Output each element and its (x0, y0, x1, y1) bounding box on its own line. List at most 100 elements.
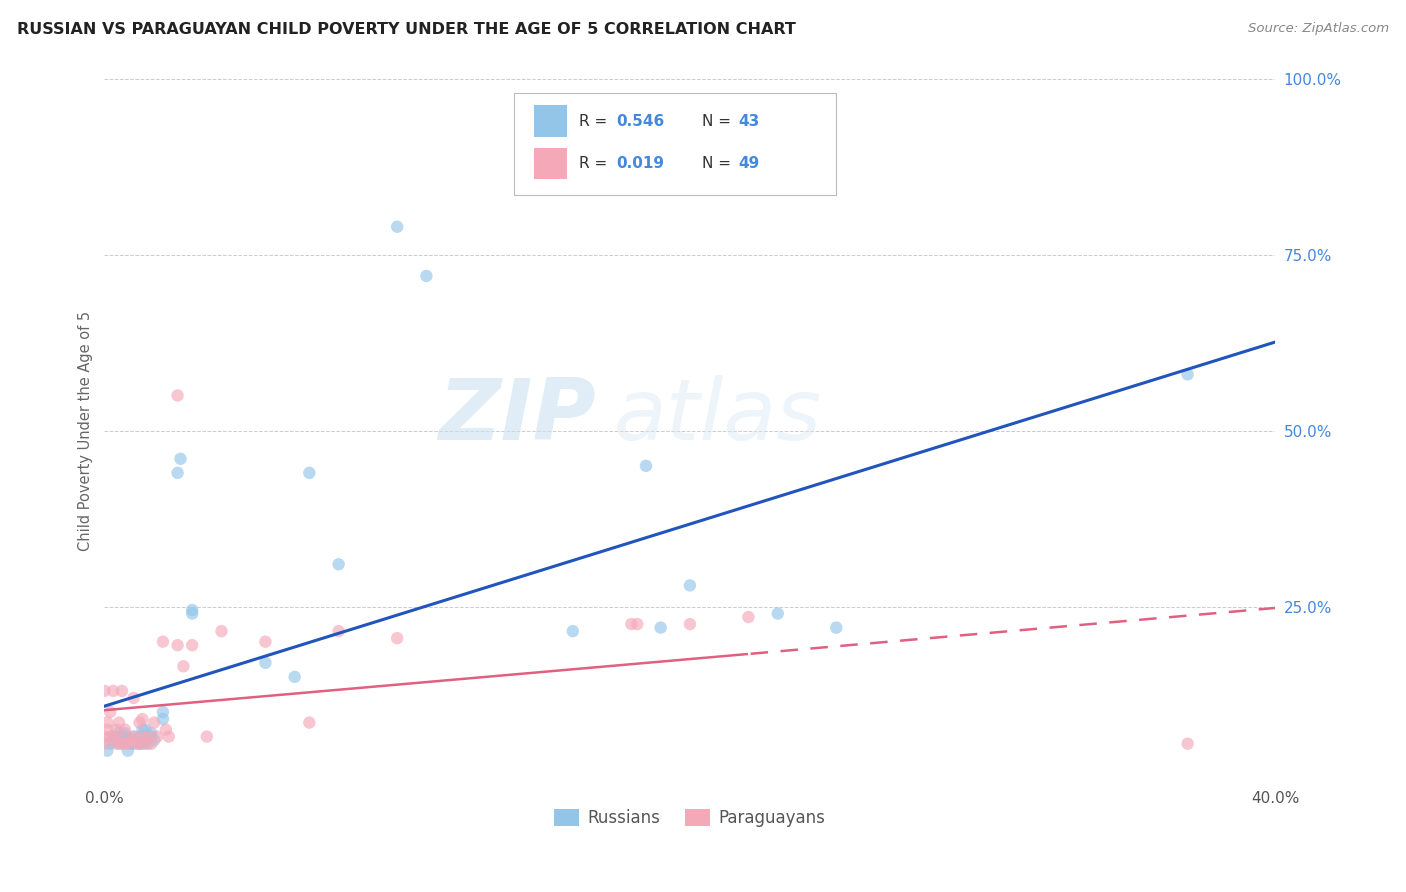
Point (122, 730, 145, 744)
Point (152, 712, 174, 726)
Bar (534, 147, 567, 179)
Point (122, 730, 145, 744)
Point (1177, 737, 1199, 751)
Text: ZIP: ZIP (439, 376, 596, 458)
Point (128, 730, 150, 744)
Point (298, 466, 321, 480)
Point (120, 737, 142, 751)
Point (385, 219, 408, 234)
Point (96, 723, 118, 737)
Point (108, 726, 131, 740)
Text: R =: R = (579, 113, 612, 128)
Point (1177, 368, 1199, 382)
Point (96, 744, 118, 758)
Point (134, 733, 156, 747)
Text: 43: 43 (738, 113, 759, 128)
Text: RUSSIAN VS PARAGUAYAN CHILD POVERTY UNDER THE AGE OF 5 CORRELATION CHART: RUSSIAN VS PARAGUAYAN CHILD POVERTY UNDE… (17, 22, 796, 37)
Point (128, 737, 150, 751)
Text: 49: 49 (738, 156, 759, 171)
Point (120, 733, 142, 747)
Bar (534, 105, 567, 137)
Point (131, 730, 153, 744)
Point (125, 737, 148, 751)
FancyBboxPatch shape (515, 93, 837, 195)
Point (101, 730, 124, 744)
Point (825, 621, 848, 635)
Point (117, 744, 139, 758)
Point (98, 730, 121, 744)
Y-axis label: Child Poverty Under the Age of 5: Child Poverty Under the Age of 5 (79, 310, 93, 550)
Text: 0.019: 0.019 (616, 156, 664, 171)
Point (166, 466, 188, 480)
Point (650, 621, 672, 635)
Point (561, 624, 583, 639)
Point (93, 737, 115, 751)
Point (298, 715, 321, 730)
Point (134, 737, 156, 751)
Point (108, 737, 131, 751)
Point (172, 659, 194, 673)
Point (284, 670, 307, 684)
Point (93, 730, 115, 744)
Text: N =: N = (702, 113, 735, 128)
Point (679, 578, 702, 592)
Point (254, 634, 277, 648)
Point (134, 723, 156, 737)
Point (108, 733, 131, 747)
Point (169, 451, 191, 466)
Point (634, 458, 657, 473)
Point (136, 737, 159, 751)
Point (96, 715, 118, 730)
Text: Source: ZipAtlas.com: Source: ZipAtlas.com (1249, 22, 1389, 36)
Point (620, 617, 643, 632)
Point (152, 705, 174, 719)
Point (122, 737, 145, 751)
Point (181, 607, 204, 621)
Point (117, 730, 139, 744)
Point (211, 624, 233, 639)
Point (93, 684, 115, 698)
Point (101, 733, 124, 747)
Point (128, 715, 150, 730)
Point (98, 737, 121, 751)
Point (122, 690, 145, 705)
Point (141, 737, 163, 751)
Text: 0.546: 0.546 (616, 113, 665, 128)
Point (131, 723, 153, 737)
Point (679, 617, 702, 632)
Text: atlas: atlas (614, 376, 821, 458)
Point (125, 733, 148, 747)
Point (117, 737, 139, 751)
Point (131, 737, 153, 751)
Point (626, 617, 648, 632)
Point (105, 723, 128, 737)
Point (105, 730, 128, 744)
Point (143, 733, 166, 747)
Point (766, 607, 789, 621)
Point (157, 730, 180, 744)
Point (155, 723, 177, 737)
Point (105, 737, 128, 751)
Point (101, 684, 124, 698)
Point (114, 723, 136, 737)
Point (143, 715, 166, 730)
Point (328, 624, 350, 639)
Point (128, 737, 150, 751)
Point (141, 726, 163, 740)
Point (114, 737, 136, 751)
Point (328, 558, 350, 572)
Point (98, 705, 121, 719)
Point (141, 730, 163, 744)
Legend: Russians, Paraguayans: Russians, Paraguayans (547, 802, 832, 834)
Text: R =: R = (579, 156, 612, 171)
Point (181, 638, 204, 652)
Point (737, 610, 759, 624)
Point (415, 268, 437, 283)
Point (254, 656, 277, 670)
Point (111, 730, 134, 744)
Text: N =: N = (702, 156, 735, 171)
Point (131, 712, 153, 726)
Point (166, 388, 188, 402)
Point (111, 737, 134, 751)
Point (146, 730, 169, 744)
